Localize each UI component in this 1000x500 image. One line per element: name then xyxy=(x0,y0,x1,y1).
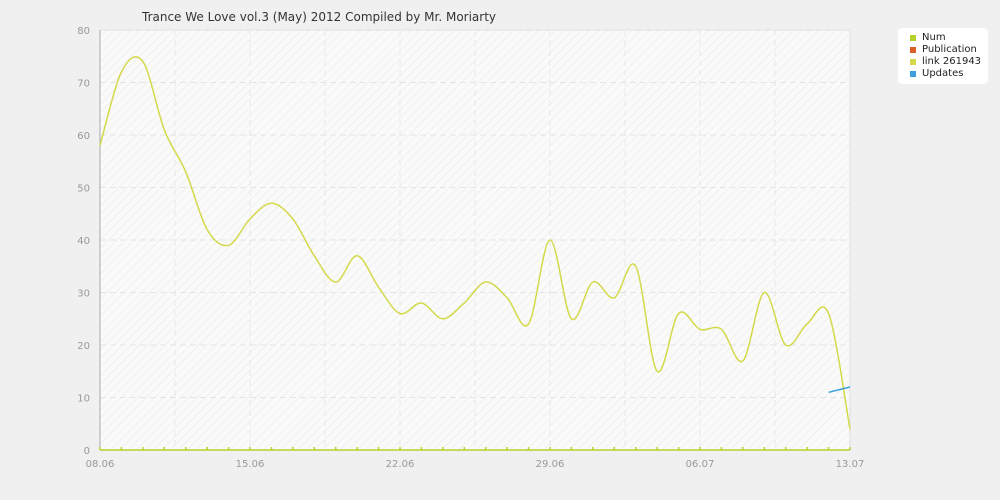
x-tick-label: 29.06 xyxy=(536,459,565,470)
x-tick-label: 15.06 xyxy=(236,459,265,470)
legend-swatch xyxy=(910,71,916,77)
y-tick-label: 30 xyxy=(77,289,90,300)
legend-label: link 261943 xyxy=(922,56,982,67)
legend-item-num: Num xyxy=(898,32,988,44)
x-tick-label: 22.06 xyxy=(386,459,415,470)
x-tick-label: 08.06 xyxy=(86,459,115,470)
y-tick-label: 70 xyxy=(77,79,90,90)
series-line-link-261943 xyxy=(99,56,851,430)
series-lines xyxy=(99,56,851,451)
legend-swatch xyxy=(910,47,916,53)
legend: Num Publication link 261943 Updates xyxy=(898,28,988,84)
y-tick-label: 50 xyxy=(77,184,90,195)
y-tick-label: 40 xyxy=(77,236,90,247)
legend-item-updates: Updates xyxy=(898,68,988,80)
series-line-updates xyxy=(828,386,851,394)
grid-lines xyxy=(100,29,850,450)
chart-title: Trance We Love vol.3 (May) 2012 Compiled… xyxy=(142,10,497,24)
legend-label: Updates xyxy=(922,68,964,79)
x-tick-label: 13.07 xyxy=(836,459,865,470)
legend-label: Publication xyxy=(922,44,977,55)
tick-labels: 0 10 20 30 40 50 60 70 80 08.06 15.06 22.06 29.06 06.… xyxy=(77,26,864,470)
y-tick-label: 10 xyxy=(77,394,90,405)
legend-label: Num xyxy=(922,32,946,43)
legend-swatch xyxy=(910,35,916,41)
legend-item-publication: Publication xyxy=(898,44,988,56)
legend-item-link-261943: link 261943 xyxy=(898,56,988,68)
y-tick-label: 20 xyxy=(77,341,90,352)
x-tick-label: 06.07 xyxy=(686,459,715,470)
y-tick-label: 0 xyxy=(84,446,90,457)
legend-swatch xyxy=(910,59,916,65)
y-tick-label: 80 xyxy=(77,26,90,37)
y-tick-label: 60 xyxy=(77,131,90,142)
